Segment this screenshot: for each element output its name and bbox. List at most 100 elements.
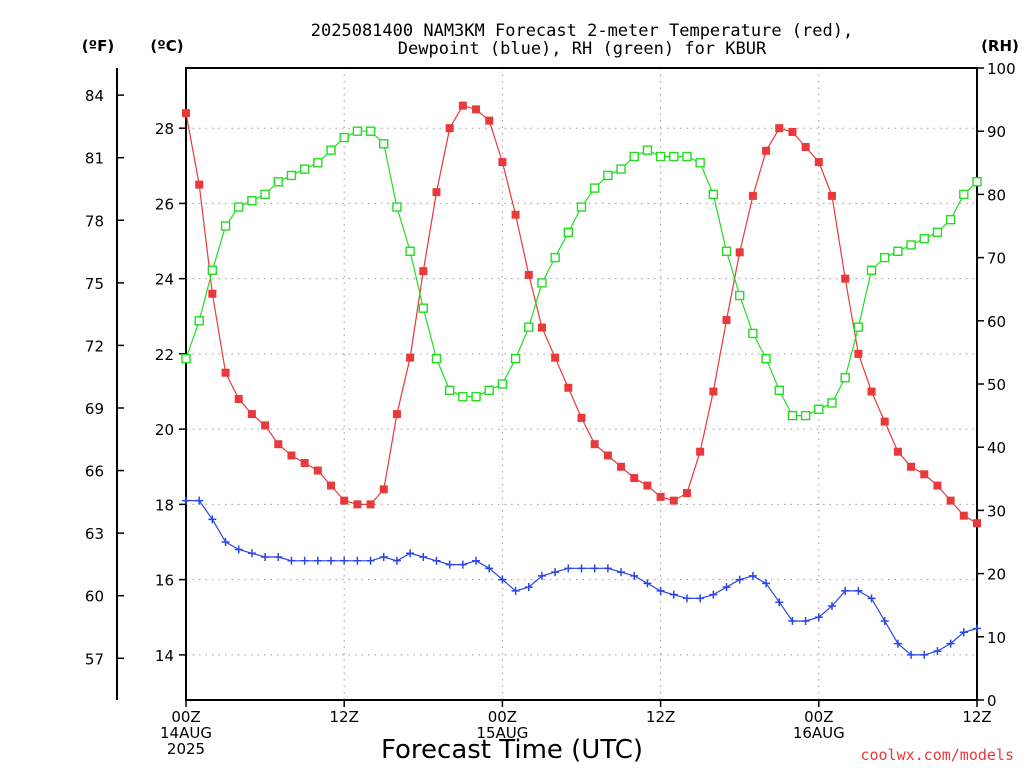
dewpoint-point: [788, 617, 797, 625]
temperature-point: [261, 421, 270, 430]
temperature-series: [182, 101, 981, 528]
dewpoint-point: [893, 639, 902, 648]
rh-point: [273, 177, 283, 187]
dewpoint-point: [485, 564, 494, 573]
temperature-point: [814, 158, 823, 167]
temperature-point: [933, 481, 942, 490]
temperature-point: [643, 481, 652, 490]
rh-point: [471, 391, 481, 402]
x-tick-label: 00Z: [488, 708, 517, 726]
dewpoint-point: [827, 601, 836, 610]
rh-point: [563, 227, 574, 238]
c-tick-label: 26: [155, 195, 174, 213]
temperature-point: [287, 451, 296, 460]
rh-point: [721, 246, 732, 256]
temperature-point: [247, 410, 256, 419]
dewpoint-point: [696, 594, 705, 603]
rh-point: [247, 196, 257, 206]
rh-point: [669, 151, 679, 162]
rh-series: [181, 126, 982, 421]
rh-point: [682, 151, 692, 162]
temperature-point: [630, 474, 639, 483]
dewpoint-point: [537, 571, 546, 580]
rh-tick-label: 50: [987, 376, 1006, 394]
rh-point: [220, 221, 231, 231]
dewpoint-point: [880, 617, 889, 625]
dewpoint-point: [722, 583, 731, 592]
x-tick-label: 12Z: [962, 708, 991, 726]
dewpoint-point: [247, 549, 256, 558]
credit-link[interactable]: coolwx.com/models: [860, 746, 1014, 764]
dewpoint-point: [748, 571, 757, 580]
rh-point: [708, 189, 719, 200]
rh-point: [800, 410, 811, 421]
temperature-point: [656, 492, 665, 501]
dewpoint-point: [946, 639, 955, 648]
rh-tick-label: 40: [987, 439, 1006, 457]
temperature-point: [485, 116, 494, 125]
temperature-point: [366, 500, 375, 509]
dewpoint-point: [630, 571, 639, 580]
x-tick-label: 12Z: [330, 708, 359, 726]
dewpoint-point: [340, 556, 349, 565]
rh-point: [299, 164, 310, 174]
rh-tick-label: 20: [987, 566, 1006, 584]
dewpoint-point: [432, 556, 441, 565]
temperature-point: [920, 470, 929, 479]
x-tick-label: 15AUG: [476, 724, 528, 742]
dewpoint-point: [274, 553, 283, 562]
rh-point: [392, 202, 402, 212]
temperature-point: [801, 143, 810, 151]
temperature-point: [669, 496, 678, 505]
temperature-point: [722, 316, 731, 325]
c-tick-label: 16: [155, 572, 174, 590]
dewpoint-point: [379, 553, 388, 562]
rh-tick-label: 80: [987, 186, 1006, 204]
dewpoint-point: [327, 556, 336, 565]
rh-point: [550, 252, 560, 263]
dewpoint-point: [656, 586, 665, 595]
temperature-point: [327, 481, 336, 490]
rh-point: [537, 278, 547, 288]
temperature-point: [511, 210, 520, 219]
dewpoint-point: [221, 538, 230, 546]
dewpoint-point: [353, 556, 362, 565]
dewpoint-point: [841, 586, 850, 595]
temperature-point: [867, 387, 876, 396]
x-tick-label: 14AUG: [160, 724, 212, 742]
dewpoint-point: [814, 613, 823, 622]
temperature-point: [472, 105, 481, 114]
rh-line: [185, 130, 978, 417]
rh-point: [313, 158, 323, 168]
temperature-point: [880, 417, 889, 426]
f-tick-label: 69: [85, 400, 104, 418]
dewpoint-point: [590, 564, 599, 573]
temperature-point: [841, 274, 850, 283]
temperature-point: [419, 267, 428, 276]
temperature-point: [524, 270, 533, 279]
dewpoint-point: [577, 564, 586, 573]
dewpoint-point: [682, 594, 691, 603]
temperature-point: [234, 395, 243, 404]
rh-point: [880, 252, 890, 263]
chart-title-line2: Dewpoint (blue), RH (green) for KBUR: [398, 39, 767, 59]
rh-point: [695, 158, 705, 168]
temperature-point: [379, 485, 388, 494]
f-tick-label: 72: [85, 337, 104, 355]
dewpoint-point: [643, 579, 652, 588]
rh-point: [642, 145, 653, 155]
rh-point: [906, 240, 916, 250]
temperature-point: [682, 489, 691, 498]
temperature-point: [182, 109, 190, 118]
rh-point: [260, 189, 270, 200]
fahrenheit-unit-label: (ºF): [82, 37, 114, 55]
dewpoint-point: [287, 556, 296, 565]
dewpoint-point: [933, 647, 942, 656]
temperature-point: [221, 368, 230, 377]
dewpoint-point: [234, 545, 243, 554]
temperature-point: [313, 466, 322, 475]
rh-point: [365, 126, 376, 136]
dewpoint-point: [867, 594, 876, 603]
rh-point: [497, 379, 508, 389]
temperature-point: [195, 180, 204, 189]
